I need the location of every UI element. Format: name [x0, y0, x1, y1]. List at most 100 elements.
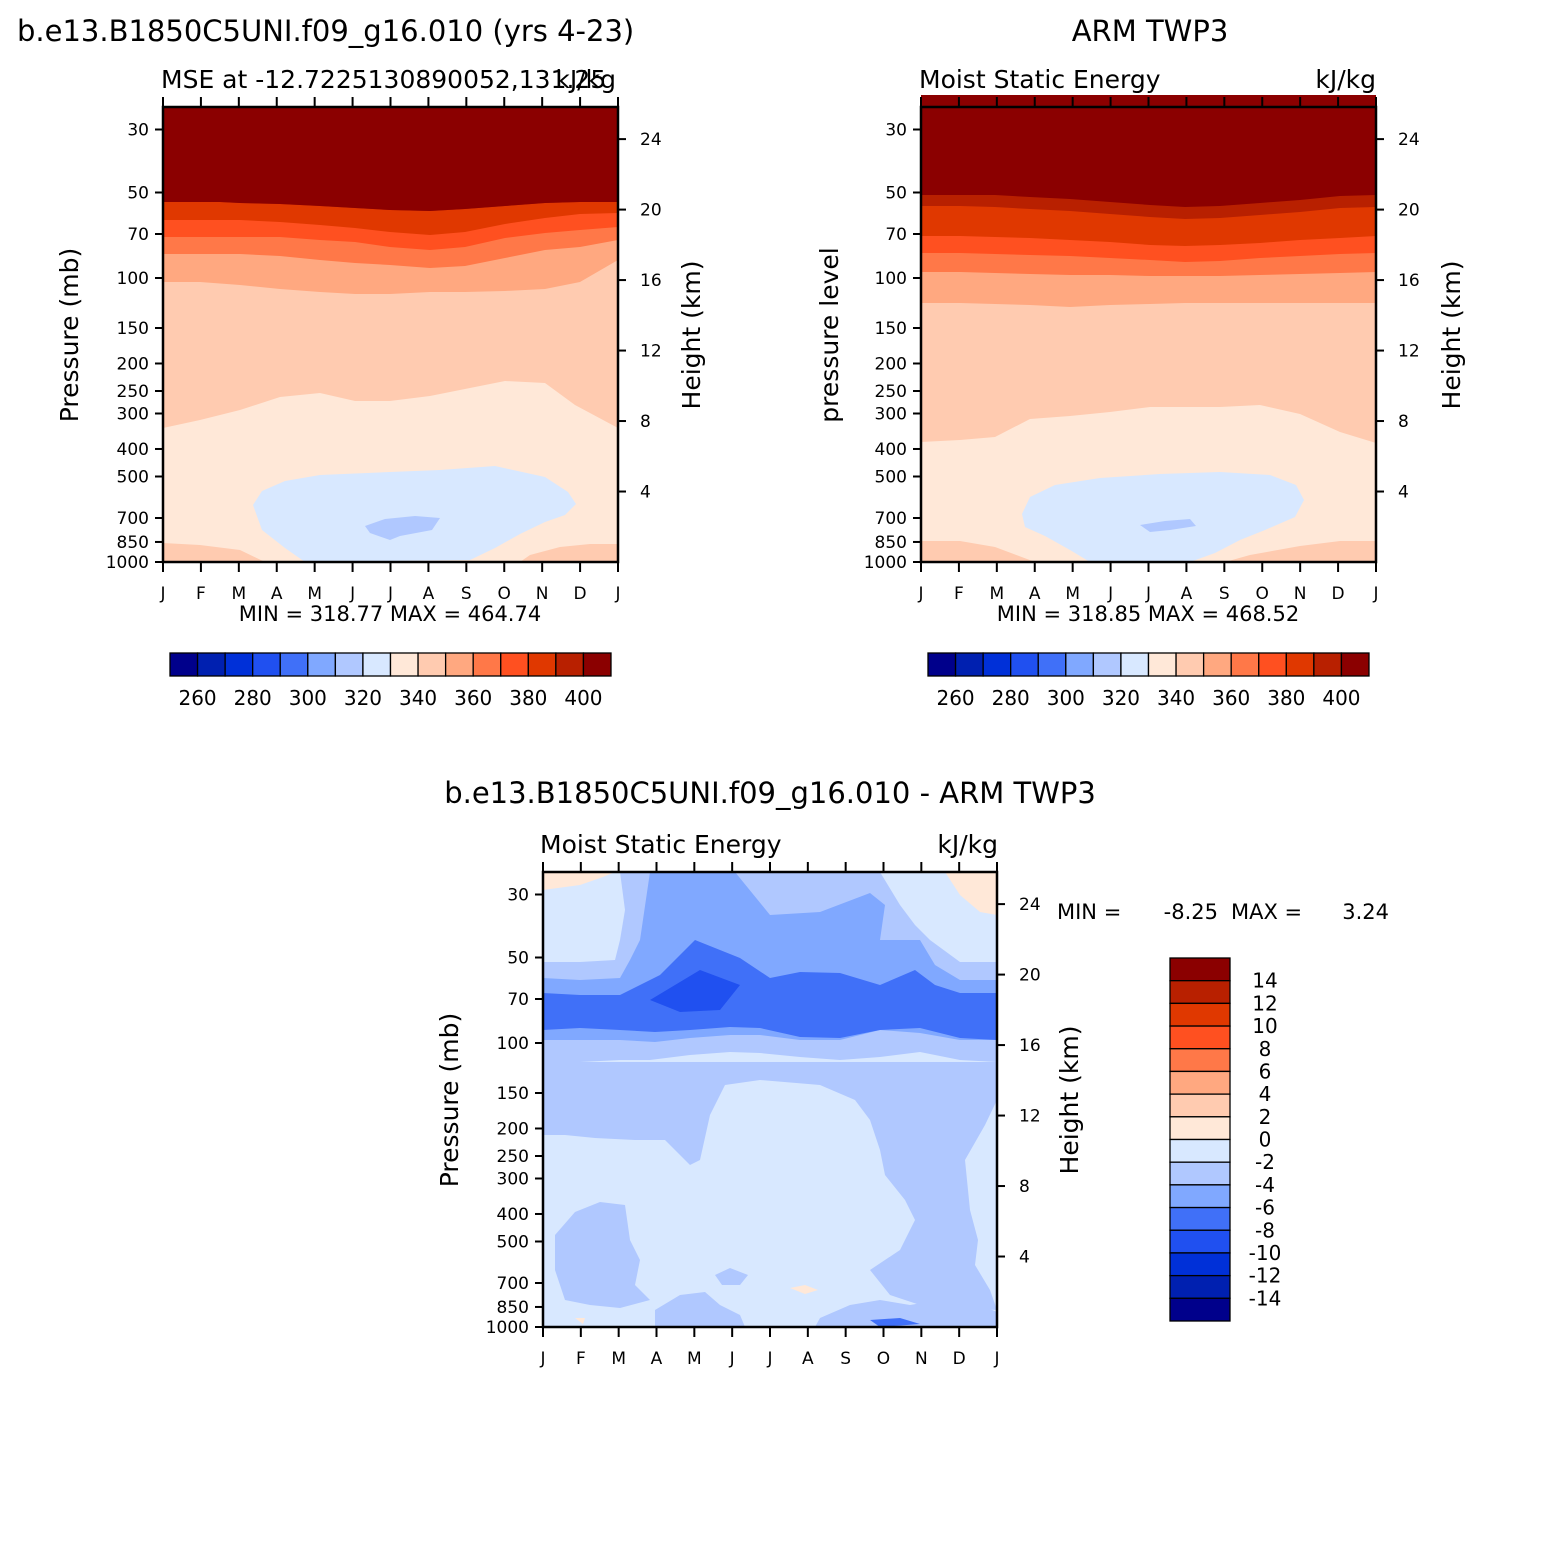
- panel-obs-ylabel-right: Height (km): [1437, 261, 1466, 410]
- colorbar-label: 6: [1259, 1059, 1272, 1083]
- panel-model-ytick-right-label: 16: [640, 271, 662, 291]
- panel-model-ytick-label: 50: [127, 183, 149, 203]
- panel-diff-ytick-right-label: 8: [1019, 1177, 1030, 1197]
- panel-model-ytick-label: 70: [127, 225, 149, 245]
- colorbar-label: -4: [1255, 1173, 1275, 1197]
- colorbar-swatch: [1169, 1252, 1231, 1277]
- panel-obs-ytick-label: 250: [875, 382, 907, 402]
- panel-model-xtick-label: A: [423, 584, 435, 604]
- panel-model-ytick-label: 500: [117, 468, 149, 488]
- panel-diff-xtick-label: J: [539, 1349, 545, 1369]
- panel-obs-xtick-label: J: [1107, 584, 1113, 604]
- panel-model-ytick-label: 250: [117, 382, 149, 402]
- colorbar-label: 280: [234, 686, 272, 710]
- panel-model-xtick-label: F: [196, 584, 206, 604]
- colorbar-swatch: [1169, 1025, 1231, 1050]
- colorbar-swatch: [1285, 652, 1315, 677]
- panel-model-subtitle-right: kJ/kg: [555, 65, 616, 94]
- panel-obs-title: ARM TWP3: [1072, 14, 1229, 48]
- colorbar-label: 300: [1047, 686, 1085, 710]
- panel-diff-fill-m8-surface: [870, 1318, 920, 1327]
- panel-diff-subtitle-right: kJ/kg: [937, 830, 998, 859]
- colorbar-swatch: [500, 652, 529, 677]
- panel-diff-ytick-label: 400: [497, 1205, 529, 1225]
- panel-obs-ytick-right-label: 24: [1398, 130, 1420, 150]
- colorbar-swatch: [927, 652, 957, 677]
- colorbar-label: 320: [1102, 686, 1140, 710]
- colorbar-swatch: [307, 652, 337, 677]
- colorbar-swatch: [279, 652, 309, 677]
- panel-diff-ytick-label: 700: [497, 1274, 529, 1294]
- colorbar-label: 400: [1322, 686, 1360, 710]
- colorbar-swatch: [1169, 980, 1231, 1005]
- colorbar-swatch: [582, 652, 612, 677]
- panel-obs-ytick-label: 500: [875, 468, 907, 488]
- colorbar-label: 300: [289, 686, 327, 710]
- panel-diff-xtick-label: A: [651, 1349, 663, 1369]
- panel-diff-xtick-label: J: [766, 1349, 772, 1369]
- panel-obs-ytick-label: 400: [875, 440, 907, 460]
- panel-obs-min-max: MIN = 318.85 MAX = 468.52: [997, 602, 1299, 626]
- panel-diff-ytick-right-label: 12: [1019, 1107, 1041, 1127]
- panel-obs-ytick-right-label: 12: [1398, 342, 1420, 362]
- panel-obs-ylabel: pressure level: [815, 247, 844, 422]
- colorbar-swatch: [1065, 652, 1095, 677]
- panel-model-ylabel: Pressure (mb): [55, 248, 84, 422]
- colorbar-swatch: [417, 652, 447, 677]
- panel-obs-xtick-label: A: [1029, 584, 1041, 604]
- colorbar-model: 260 280 300 320 340 360 380 400: [169, 652, 612, 710]
- panel-model-fill-top: [163, 107, 618, 211]
- panel-obs-fill-surface-right: [1225, 541, 1376, 562]
- colorbar-label: 260: [936, 686, 974, 710]
- panel-diff-ytick-label: 300: [497, 1169, 529, 1189]
- panel-diff-ytick-right-label: 16: [1019, 1036, 1041, 1056]
- panel-diff-min-label: MIN =: [1057, 900, 1121, 924]
- panel-obs-xtick-label: F: [954, 584, 964, 604]
- colorbar-label: 10: [1252, 1014, 1277, 1038]
- colorbar-swatch: [1010, 652, 1039, 677]
- colorbar-swatch: [555, 652, 585, 677]
- panel-diff-xtick-label: O: [877, 1349, 890, 1369]
- panel-model-xtick-label: J: [349, 584, 355, 604]
- colorbar-swatch: [1169, 1297, 1231, 1322]
- panel-obs-ytick-right-label: 16: [1398, 271, 1420, 291]
- panel-diff-xtick-label: F: [576, 1349, 586, 1369]
- panel-obs-ytick-label: 300: [875, 404, 907, 424]
- panel-obs-ytick-label: 1000: [864, 553, 907, 573]
- panel-diff-fill-p0-blob: [790, 1285, 818, 1294]
- colorbar-swatch: [334, 652, 364, 677]
- colorbar-label: -2: [1255, 1150, 1275, 1174]
- panel-diff-min-value: -8.25: [1164, 900, 1218, 924]
- panel-diff-xtick-label: N: [915, 1349, 928, 1369]
- panel-obs-fill-top: [921, 107, 1376, 195]
- colorbar-swatch: [1230, 652, 1260, 677]
- colorbar-obs: 260 280 300 320 340 360 380 400: [927, 652, 1370, 710]
- colorbar-label: 280: [992, 686, 1030, 710]
- panel-obs-fill-surface-left: [921, 541, 1035, 562]
- panel-model-xtick-label: M: [307, 584, 322, 604]
- panel-model-ytick-label: 100: [117, 269, 149, 289]
- panel-diff-xtick-label: M: [687, 1349, 702, 1369]
- panel-model-xtick-label: A: [271, 584, 283, 604]
- panel-model: b.e13.B1850C5UNI.f09_g16.010 (yrs 4-23) …: [17, 14, 706, 710]
- panel-diff-fill-m4-lowleft: [555, 1202, 650, 1308]
- colorbar-label: -12: [1249, 1264, 1282, 1288]
- panel-model-ytick-label: 300: [117, 404, 149, 424]
- colorbar-label: -8: [1255, 1218, 1275, 1242]
- panel-diff-fill-m8: [543, 940, 997, 1040]
- panel-diff-ylabel: Pressure (mb): [435, 1013, 464, 1187]
- panel-model-xtick-label: J: [614, 584, 620, 604]
- panel-obs-xtick-label: N: [1294, 584, 1307, 604]
- panel-obs-xtick-label: J: [1372, 584, 1378, 604]
- panel-model-ytick-label: 400: [117, 440, 149, 460]
- panel-model-ytick-label: 200: [117, 354, 149, 374]
- panel-obs-ytick-right-label: 4: [1398, 483, 1409, 503]
- panel-diff-title: b.e13.B1850C5UNI.f09_g16.010 - ARM TWP3: [444, 776, 1096, 810]
- colorbar-swatch: [954, 652, 984, 677]
- colorbar-swatch: [1340, 652, 1370, 677]
- panel-model-xtick-label: J: [387, 584, 393, 604]
- panel-model-ylabel-right: Height (km): [677, 261, 706, 410]
